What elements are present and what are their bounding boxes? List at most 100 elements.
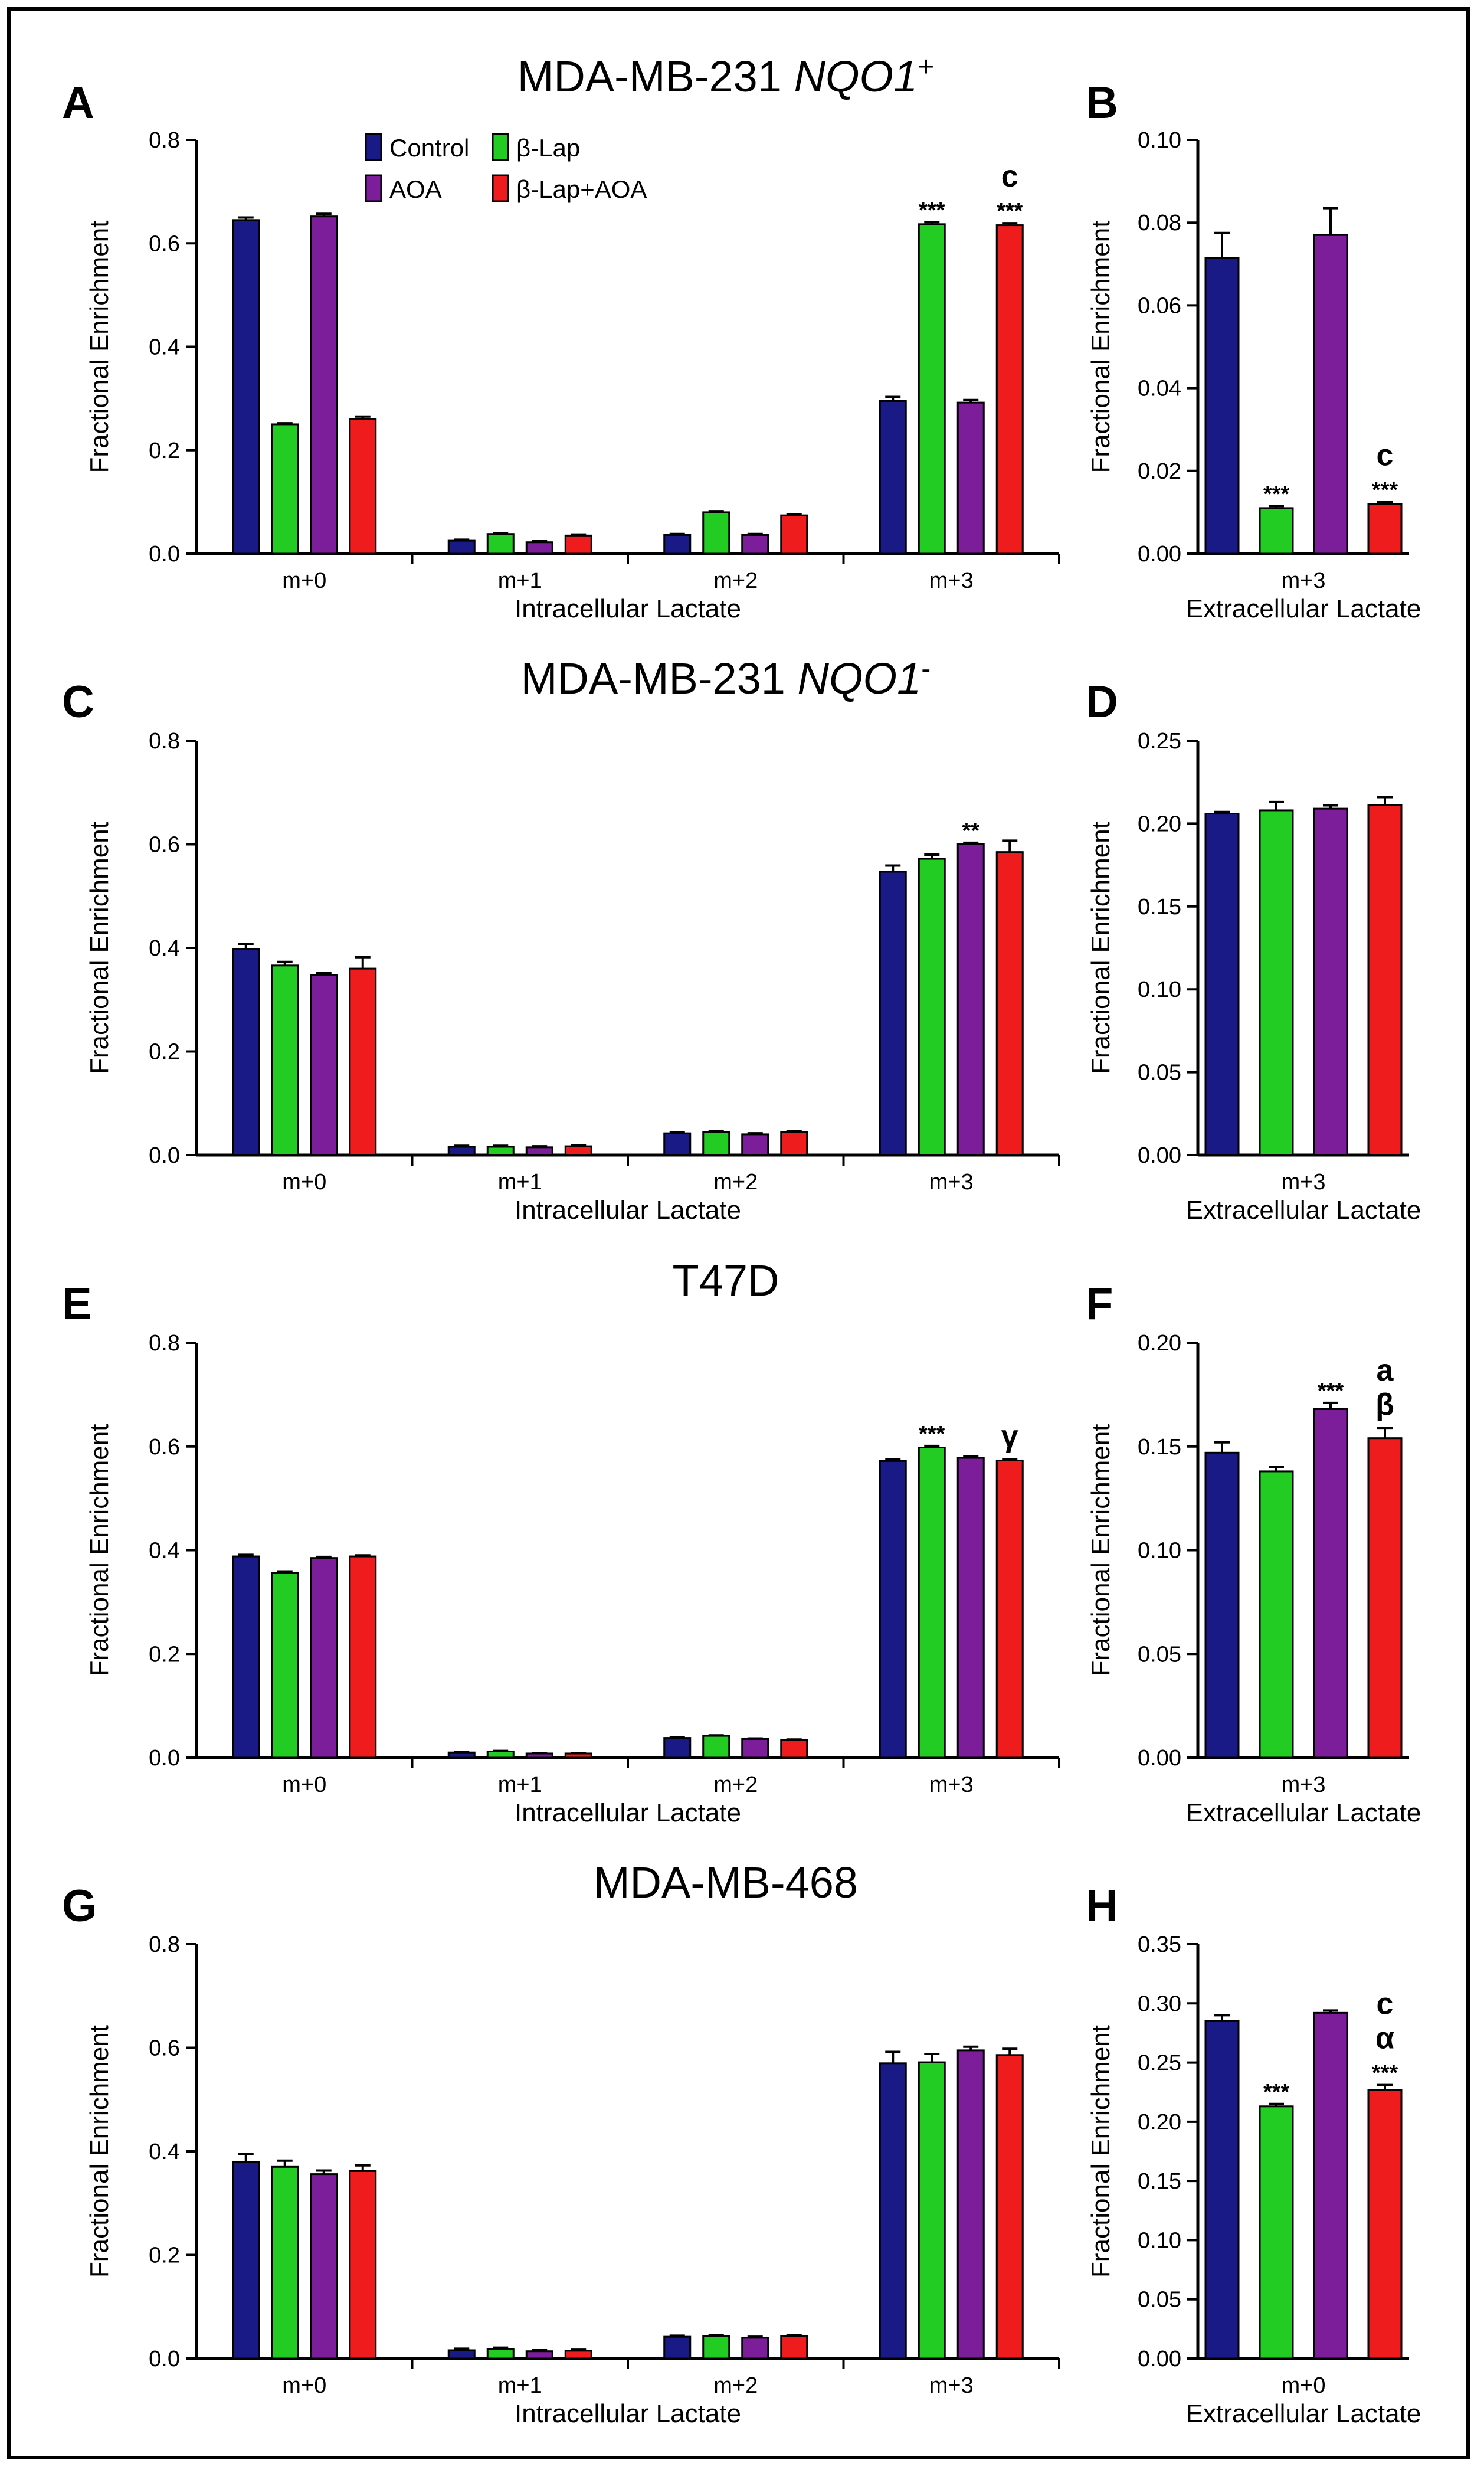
- y-tick-label: 0.6: [149, 231, 180, 256]
- bar-aoa-m-3: [956, 2049, 985, 2360]
- bar-control-m-0: [232, 2161, 260, 2360]
- bar-b-lap-m-3: [1259, 1470, 1294, 1759]
- legend-swatch: [365, 174, 382, 202]
- legend-swatch: [492, 133, 509, 161]
- panel-c: C 0.0 0.2 0.4 0.6 0.8 Fractional Enrichment m+0…: [62, 677, 1060, 1225]
- y-tick-label: 0.30: [1138, 1991, 1181, 2016]
- bar-b-lap-aoa-m-3: [995, 224, 1024, 555]
- y-tick-label: 0.2: [149, 1642, 180, 1667]
- x-tick-label: m+2: [713, 1170, 758, 1195]
- y-tick-label: 0.02: [1138, 459, 1181, 484]
- bar-aoa-m-0: [310, 2173, 338, 2360]
- row-title-main: MDA-MB-231: [521, 654, 798, 703]
- bar-aoa-m-2: [741, 534, 769, 555]
- y-tick-label: 0.2: [149, 439, 180, 463]
- panel-letter: C: [62, 677, 94, 727]
- bar-b-lap-aoa-m-2: [780, 1131, 808, 1156]
- legend-label: AOA: [389, 175, 442, 203]
- y-tick-label: 0.00: [1138, 1143, 1181, 1168]
- bar-control-m-2: [663, 2335, 692, 2360]
- panel-letter: B: [1086, 78, 1118, 128]
- bar-b-lap-aoa-m-3: [1367, 503, 1403, 555]
- x-tick-label: m+3: [1282, 568, 1326, 593]
- y-tick-label: 0.05: [1138, 1061, 1181, 1085]
- bar-control-m-2: [663, 1132, 692, 1156]
- significance-marker: ***: [1372, 477, 1398, 502]
- x-tick-label: m+0: [1282, 2373, 1326, 2398]
- significance-marker: ***: [1318, 1379, 1344, 1404]
- x-tick-label: m+3: [1282, 1170, 1326, 1195]
- y-tick-label: 0.6: [149, 833, 180, 858]
- y-tick-label: 0.2: [149, 1040, 180, 1065]
- x-axis-title: Extracellular Lactate: [1186, 1196, 1421, 1225]
- bar-aoa-m-0: [310, 974, 338, 1156]
- bar-b-lap-m-1: [486, 1750, 515, 1759]
- y-tick-label: 0.25: [1138, 729, 1181, 754]
- x-tick-label: m+3: [929, 2373, 974, 2398]
- bar-control-m-3: [879, 2062, 907, 2360]
- y-tick-label: 0.15: [1138, 1435, 1181, 1460]
- y-tick-label: 0.0: [149, 1746, 180, 1771]
- bar-aoa-m-3: [956, 843, 985, 1156]
- y-tick-label: 0.05: [1138, 2288, 1181, 2312]
- panel-letter: A: [62, 78, 94, 128]
- y-axis-title: Fractional Enrichment: [85, 822, 114, 1074]
- bar-control-m-1: [447, 1751, 476, 1759]
- bar-aoa-m-0: [1313, 2011, 1348, 2360]
- legend-swatch: [492, 174, 509, 202]
- bar-b-lap-aoa-m-3: [995, 2054, 1024, 2360]
- y-tick-label: 0.4: [149, 2140, 180, 2164]
- bar-control-m-0: [232, 219, 260, 555]
- bar-b-lap-m-2: [702, 2335, 730, 2360]
- bar-b-lap-aoa-m-3: [1367, 1437, 1403, 1759]
- y-tick-label: 0.4: [149, 335, 180, 360]
- row-title-1: MDA-MB-231 NQO1+: [517, 51, 935, 102]
- bar-control-m-3: [879, 1460, 907, 1759]
- bar-b-lap-aoa-m-1: [564, 2350, 592, 2360]
- bar-control-m-2: [663, 1737, 692, 1759]
- significance-marker: c: [1377, 438, 1394, 472]
- significance-marker: ***: [1372, 2061, 1398, 2086]
- panel-letter: E: [62, 1279, 92, 1329]
- bar-control-m-1: [447, 2349, 476, 2360]
- bar-b-lap-aoa-m-3: [995, 1459, 1024, 1759]
- bar-aoa-m-0: [310, 215, 338, 555]
- legend-swatch: [365, 133, 382, 161]
- legend-item-control: Control: [365, 133, 469, 162]
- y-tick-label: 0.25: [1138, 2051, 1181, 2076]
- bar-b-lap-m-3: [918, 858, 946, 1156]
- bar-b-lap-m-2: [702, 511, 730, 555]
- row-title-main: T47D: [673, 1256, 779, 1305]
- panel-d: D 0.00 0.05 0.10 0.15 0.20 0.25 Fractional Enri…: [1086, 677, 1421, 1225]
- y-axis-title: Fractional Enrichment: [85, 2025, 114, 2278]
- y-tick-label: 0.0: [149, 2347, 180, 2371]
- x-tick-label: m+3: [929, 568, 974, 593]
- significance-marker: γ: [1001, 1419, 1018, 1454]
- row-title-3: T47D: [673, 1256, 779, 1305]
- row-title-2: MDA-MB-231 NQO1-: [521, 653, 931, 704]
- legend-item-b-lap: β-Lap: [492, 133, 580, 162]
- row-title-superscript: -: [921, 653, 931, 685]
- significance-marker: ***: [997, 199, 1023, 224]
- panel-letter: D: [1086, 677, 1118, 727]
- significance-marker: ***: [1263, 2080, 1290, 2105]
- row-title-4: MDA-MB-468: [594, 1858, 858, 1907]
- legend-label: β-Lap: [516, 134, 580, 162]
- bar-b-lap-m-0: [271, 423, 299, 555]
- significance-marker: ***: [919, 198, 945, 223]
- x-tick-label: m+3: [1282, 1772, 1326, 1797]
- bar-control-m-3: [1204, 257, 1240, 555]
- y-tick-label: 0.04: [1138, 377, 1181, 401]
- x-tick-label: m+0: [282, 1170, 326, 1195]
- bar-b-lap-m-3: [918, 223, 946, 555]
- significance-marker: c: [1001, 159, 1018, 194]
- bar-aoa-m-3: [1313, 234, 1348, 555]
- bar-aoa-m-2: [741, 2337, 769, 2360]
- figure-border: [7, 7, 1470, 2459]
- bar-b-lap-m-2: [702, 1735, 730, 1759]
- bar-b-lap-m-1: [486, 1146, 515, 1156]
- y-tick-label: 0.8: [149, 729, 180, 754]
- significance-marker: a: [1377, 1353, 1394, 1388]
- legend-item-aoa: AOA: [365, 174, 442, 203]
